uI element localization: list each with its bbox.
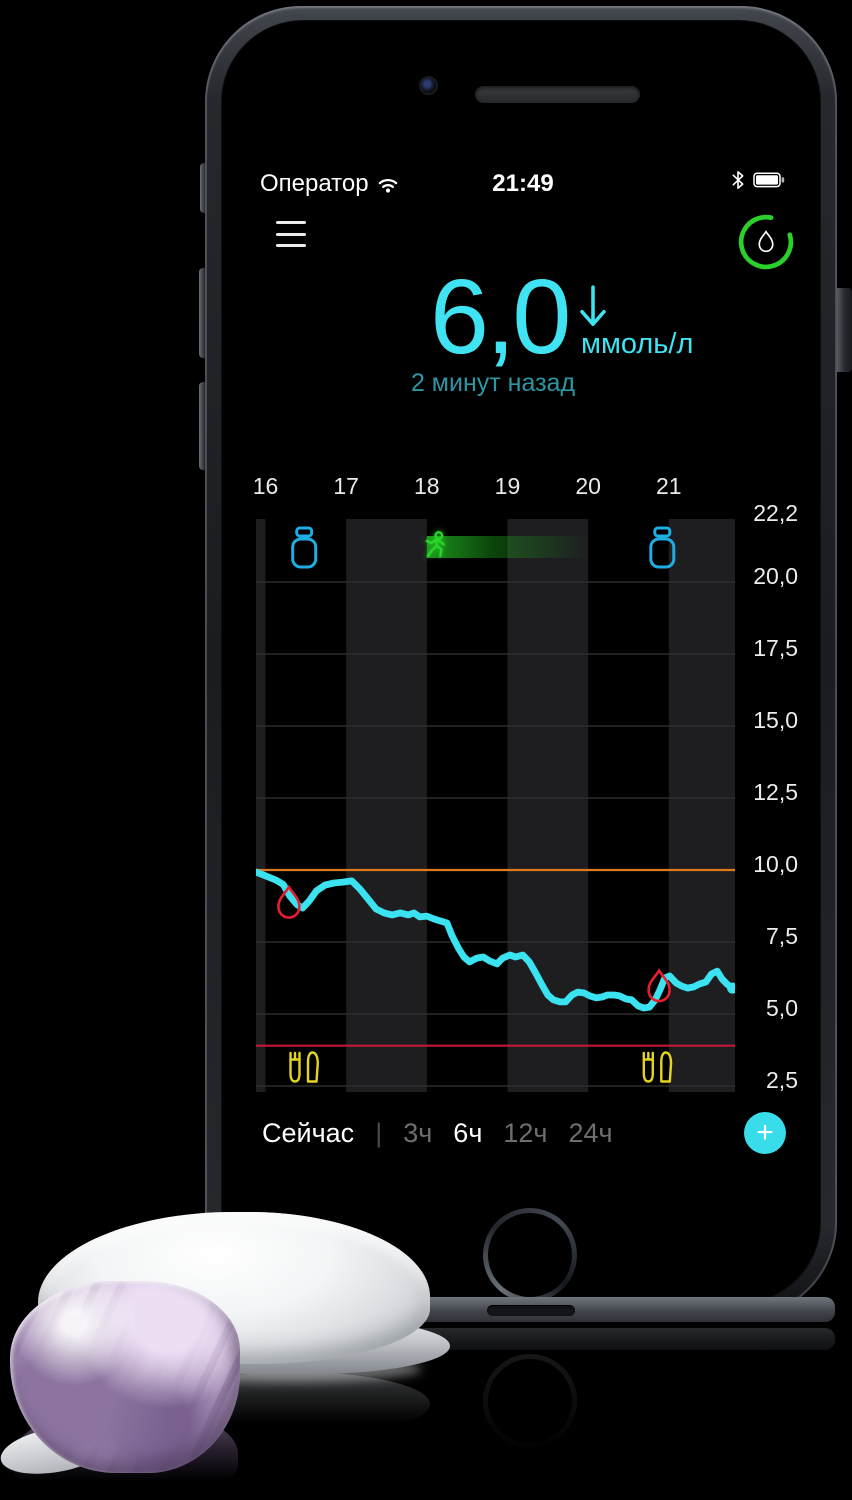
x-axis-label: 16 (252, 473, 279, 499)
carrier-label: Оператор (260, 170, 369, 197)
x-axis-label: 19 (494, 473, 521, 499)
glucose-trace (252, 868, 736, 1012)
reading-timestamp: 2 минут назад (410, 369, 576, 397)
fork-knife-icon (289, 1051, 319, 1083)
y-axis-label: 5,0 (766, 995, 798, 1021)
mute-switch (200, 163, 209, 213)
tab-now[interactable]: Сейчас (262, 1118, 355, 1148)
time-range-tabs: Сейчас | 3ч 6ч 12ч 24ч (262, 1118, 613, 1149)
droplet-glyph (758, 230, 774, 253)
x-axis-label: 21 (656, 473, 682, 499)
tab-6h[interactable]: 6ч (453, 1118, 483, 1148)
status-bar-time: 21:49 (492, 170, 554, 197)
y-axis-label: 7,5 (766, 923, 798, 949)
y-axis-label: 20,0 (753, 563, 798, 589)
power-button (834, 288, 852, 372)
y-axis-label: 2,5 (766, 1067, 798, 1093)
home-button (483, 1208, 577, 1302)
x-axis-label: 17 (333, 473, 359, 499)
x-axis-label: 20 (575, 473, 601, 499)
status-bar-left: Оператор (260, 170, 399, 198)
sensor-purple-connector (10, 1281, 240, 1473)
droplet-progress-icon[interactable] (737, 213, 795, 276)
chart-shaded-column (346, 519, 427, 1092)
sensor-progress-arc (738, 214, 794, 270)
wifi-icon (378, 178, 397, 193)
front-camera (419, 76, 438, 95)
bluetooth-icon (732, 171, 744, 189)
y-axis-label: 15,0 (753, 707, 798, 733)
y-axis-label: 17,5 (753, 635, 798, 661)
tab-24h[interactable]: 24ч (568, 1118, 613, 1148)
x-axis-label: 18 (414, 473, 440, 499)
chart-shaded-column (668, 519, 736, 1092)
fork-knife-icon (642, 1051, 673, 1083)
exercise-band (426, 536, 589, 558)
battery-icon (753, 172, 785, 188)
glucose-value: 6,0 (430, 258, 571, 376)
insulin-vial-icon (291, 526, 318, 569)
chart-shaded-column (255, 519, 266, 1092)
tab-3h[interactable]: 3ч (403, 1118, 433, 1148)
volume-up-button (199, 268, 209, 358)
status-bar-right (731, 170, 785, 190)
tabs-divider: | (375, 1118, 383, 1148)
tab-12h[interactable]: 12ч (503, 1118, 548, 1148)
y-axis-label: 22,2 (753, 500, 798, 526)
volume-down-button (199, 382, 209, 470)
lightning-port (487, 1305, 575, 1316)
y-axis-label: 12,5 (753, 779, 798, 805)
y-axis-label: 10,0 (753, 851, 798, 877)
add-event-button[interactable]: + (744, 1112, 786, 1154)
trend-down-arrow-icon (580, 285, 606, 327)
hamburger-menu-icon[interactable] (276, 221, 306, 247)
chart-shaded-column (507, 519, 589, 1092)
glucose-chart[interactable] (252, 519, 738, 1092)
earpiece-speaker (475, 86, 640, 103)
plus-icon: + (756, 1116, 774, 1149)
glucose-unit: ммоль/л (581, 328, 694, 360)
